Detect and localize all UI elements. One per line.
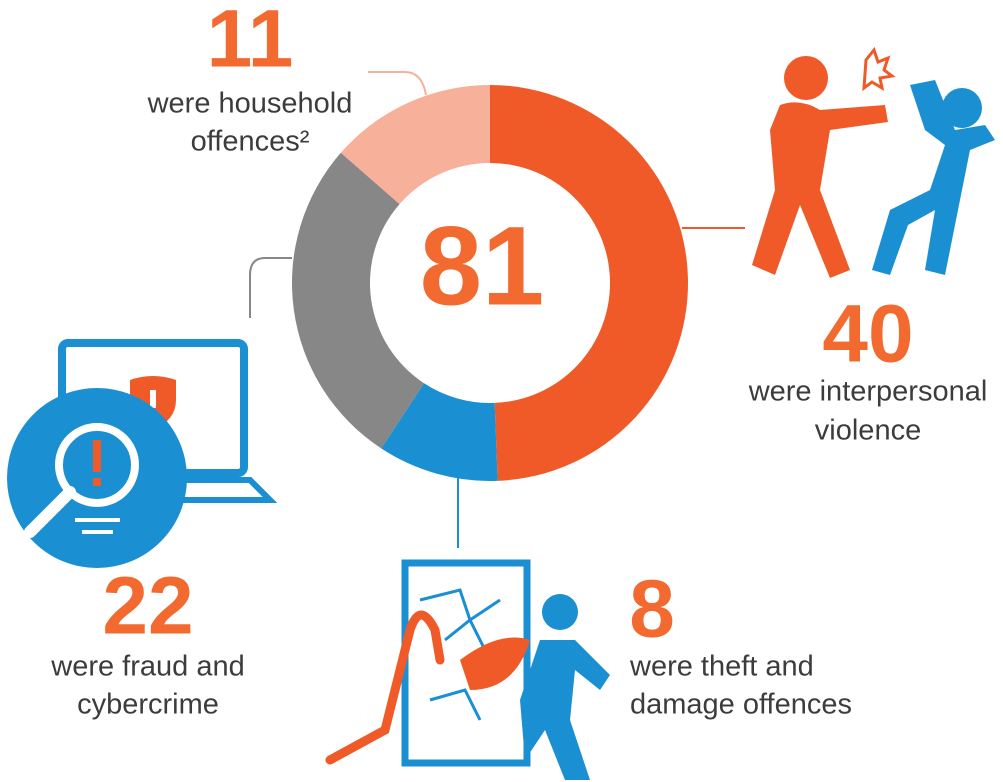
category-label: were household	[147, 88, 353, 120]
leader-line	[250, 258, 292, 318]
fight-icon	[752, 50, 995, 278]
value-label: 11	[207, 0, 294, 85]
infographic: 81 40were interpersonal violence 8were the…	[0, 0, 1003, 782]
value-label: 22	[102, 561, 193, 652]
category-label: offences²	[191, 126, 310, 158]
category-label: damage offences	[630, 689, 852, 721]
page: 81 40were interpersonal violence 8were the…	[0, 0, 1003, 782]
value-label: 8	[629, 564, 675, 655]
category-label: were theft and	[629, 651, 814, 683]
value-label: 40	[822, 289, 913, 380]
window-icon	[330, 563, 610, 780]
category-label: violence	[815, 415, 921, 447]
category-label: were fraud and	[50, 651, 244, 683]
category-label: were interpersonal	[748, 376, 988, 408]
leader-line	[368, 72, 426, 95]
laptop-icon	[7, 343, 270, 568]
category-label: cybercrime	[77, 689, 219, 721]
center-total: 81	[420, 204, 545, 329]
